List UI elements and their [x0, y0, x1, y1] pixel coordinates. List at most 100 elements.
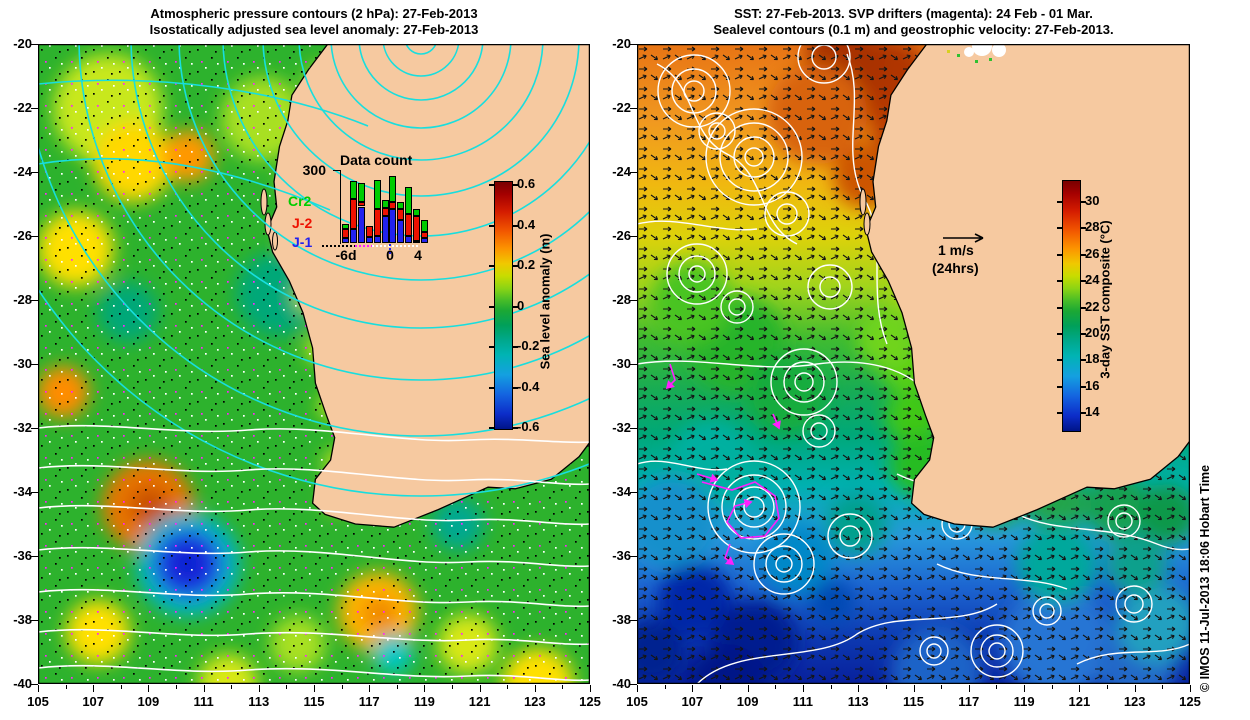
lon-tick-mark: [1079, 685, 1081, 692]
histogram-bar-Cr2: [397, 201, 405, 209]
lon-minor-tick: [885, 685, 887, 689]
lon-tick-mark: [369, 685, 371, 692]
lon-tick-mark: [747, 685, 749, 692]
sst-colorbar-tick-mark: [1081, 227, 1086, 230]
lat-tick-label: -36: [612, 548, 631, 563]
inset-y-tick: [333, 170, 340, 171]
sst-colorbar-tick-mark: [1057, 385, 1062, 388]
sla-colorbar-tick-label: -0.2: [517, 338, 540, 353]
lat-tick-mark: [630, 108, 637, 109]
lon-minor-tick: [1107, 685, 1109, 689]
right-map-sst: [637, 44, 1190, 684]
sst-colorbar-tick-mark: [1057, 306, 1062, 309]
right-panel-title: SST: 27-Feb-2013. SVP drifters (magenta)…: [637, 6, 1190, 38]
lon-minor-tick: [452, 685, 453, 689]
sla-colorbar-label: Sea level anomaly (m): [537, 233, 553, 370]
lon-tick-label: 117: [958, 694, 980, 709]
sst-colorbar-tick-mark: [1081, 201, 1086, 203]
sst-colorbar-tick-mark: [1057, 280, 1062, 283]
histogram-bar-J-1: [357, 206, 365, 243]
sla-colorbar-tick-label: 0.2: [517, 257, 536, 272]
lon-tick-label: 113: [248, 694, 270, 709]
lat-tick-label: -34: [612, 484, 631, 499]
lon-tick-mark: [590, 685, 591, 692]
lon-tick-mark: [314, 685, 315, 692]
sst-colorbar-tick-mark: [1081, 333, 1086, 335]
sla-colorbar-tick-label: -0.4: [517, 378, 540, 394]
lat-tick-mark: [31, 236, 38, 237]
inset-y-axis: [340, 170, 341, 244]
velocity-scale-arrow: [943, 233, 984, 243]
lon-tick-mark: [93, 685, 95, 692]
histogram-bar-J-1: [413, 240, 421, 243]
histogram-bar-J-2: [349, 198, 357, 230]
histogram-bar-Cr2: [381, 200, 389, 208]
lon-tick-label: 115: [903, 694, 924, 709]
imos-watermark: © IMOS 11-Jul-2013 18:06 Hobart Time: [1198, 464, 1212, 692]
lon-minor-tick: [1162, 685, 1164, 689]
histogram-bar-J-1: [421, 238, 428, 243]
lon-minor-tick: [664, 685, 666, 689]
lon-tick-label: 107: [681, 694, 704, 709]
lon-tick-mark: [203, 685, 205, 692]
histogram-bar-Cr2: [357, 183, 365, 202]
histogram-bar-J-1: [365, 236, 373, 243]
inset-zero-tick: [389, 244, 391, 255]
inset-baseline-white: [372, 245, 419, 247]
lon-minor-tick: [396, 685, 398, 689]
legend-cr2: Cr2: [288, 193, 312, 209]
lon-tick-label: 111: [792, 694, 814, 709]
left-panel-title: Atmospheric pressure contours (2 hPa): 2…: [38, 6, 590, 38]
lon-minor-tick: [231, 685, 233, 689]
lon-tick-mark: [534, 685, 536, 692]
sst-colorbar-tick-mark: [1057, 253, 1062, 256]
sst-colorbar-tick-label: 28: [1085, 219, 1100, 235]
lat-tick-label: -36: [13, 548, 32, 563]
sst-colorbar-tick-mark: [1081, 385, 1086, 388]
lon-tick-mark: [913, 685, 915, 692]
sla-colorbar-tick-label: 0: [517, 297, 525, 313]
histogram-bar-Cr2: [342, 223, 349, 230]
lat-tick-label: -34: [13, 484, 32, 499]
histogram-bar-Cr2: [389, 176, 397, 202]
right-axes-frame: [637, 44, 1190, 684]
lon-tick-mark: [1134, 685, 1136, 692]
lon-tick-label: 125: [579, 694, 601, 709]
inset-xtick-0: 0: [386, 247, 394, 263]
sla-colorbar-tick-mark: [489, 265, 494, 267]
lat-tick-mark: [630, 236, 637, 237]
lat-tick-mark: [31, 108, 38, 109]
lat-tick-label: -32: [612, 420, 631, 435]
sst-colorbar-tick-mark: [1057, 412, 1062, 415]
lon-minor-tick: [830, 685, 832, 689]
lon-minor-tick: [286, 685, 288, 689]
lat-tick-label: -28: [13, 292, 32, 307]
lat-tick-label: -38: [13, 612, 32, 627]
lon-tick-label: 109: [736, 694, 759, 709]
inset-xtick-4: 4: [414, 247, 422, 263]
lon-tick-mark: [1190, 685, 1191, 692]
lon-tick-mark: [968, 685, 970, 692]
histogram-bar-Cr2: [413, 208, 421, 217]
lon-minor-tick: [941, 685, 943, 689]
sst-colorbar-tick-label: 20: [1085, 325, 1100, 340]
lon-tick-mark: [1024, 685, 1026, 692]
lon-tick-label: 123: [523, 694, 546, 709]
lat-tick-mark: [630, 364, 637, 365]
lon-minor-tick: [65, 685, 67, 689]
legend-j1: J-1: [292, 234, 313, 250]
sst-colorbar-label: 3-day SST composite (°C): [1097, 220, 1113, 379]
right-title-line2: Sealevel contours (0.1 m) and geostrophi…: [713, 22, 1114, 37]
svp-drifter-tracks: [665, 363, 781, 565]
sst-colorbar-tick-label: 30: [1085, 193, 1100, 208]
lon-tick-mark: [38, 685, 39, 692]
lon-minor-tick: [719, 685, 721, 689]
histogram-bar-Cr2: [349, 181, 357, 199]
lat-tick-mark: [630, 684, 637, 685]
lat-tick-mark: [630, 428, 637, 429]
sla-colorbar-tick-mark: [489, 346, 494, 348]
sst-colorbar-tick-mark: [1057, 201, 1062, 203]
histogram-bar-J-1: [397, 219, 405, 243]
histogram-bar-J-1: [373, 235, 381, 243]
lon-tick-mark: [148, 685, 150, 692]
